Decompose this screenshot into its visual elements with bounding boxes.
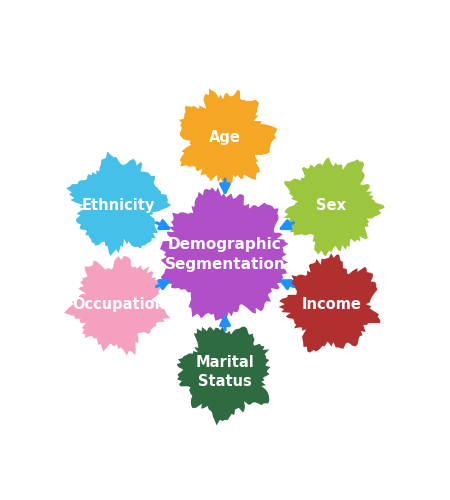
Polygon shape [64,256,171,356]
Text: Sex: Sex [316,198,346,212]
Polygon shape [66,152,171,256]
Text: Age: Age [209,130,241,145]
Text: Occupation: Occupation [72,296,165,312]
Polygon shape [160,188,288,320]
Polygon shape [284,158,385,256]
Polygon shape [179,88,277,186]
Polygon shape [279,254,380,352]
Text: Marital
Status: Marital Status [196,355,254,388]
Text: Ethnicity: Ethnicity [82,198,155,212]
Text: Demographic
Segmentation: Demographic Segmentation [165,237,285,272]
Text: Income: Income [302,296,361,312]
Polygon shape [177,326,270,425]
